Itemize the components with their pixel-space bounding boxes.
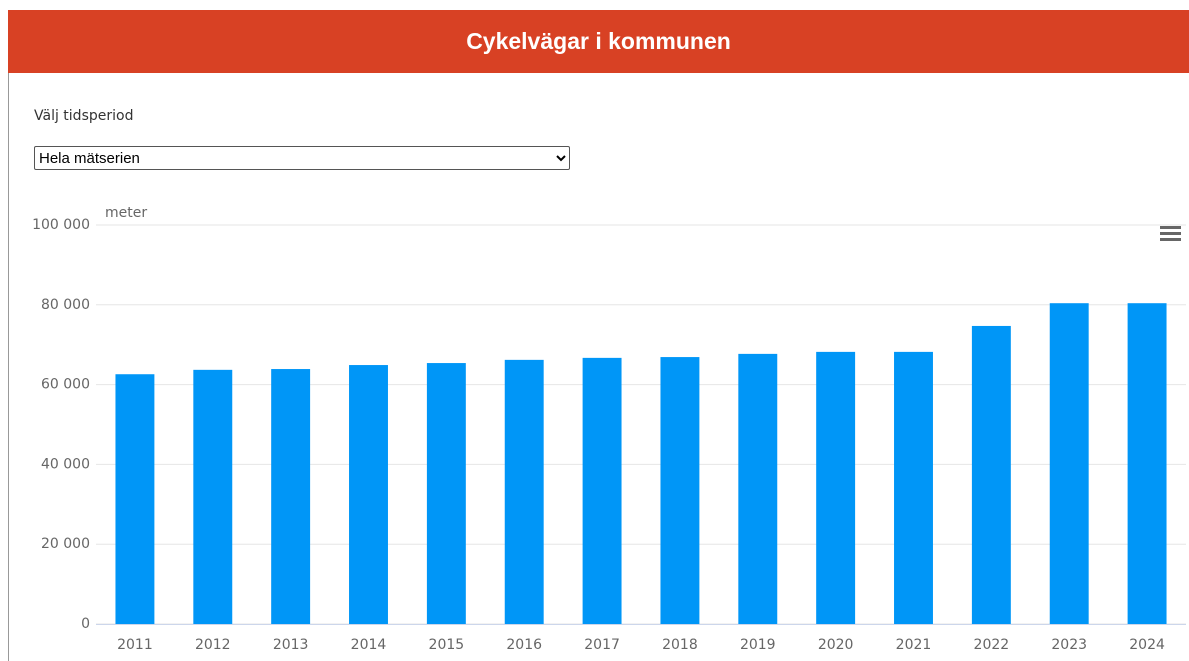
frame: [8, 10, 1189, 661]
x-tick-label: 2018: [662, 637, 698, 653]
bar: [115, 374, 155, 624]
y-tick-label: 0: [81, 616, 90, 632]
bar: [1127, 303, 1167, 624]
x-tick-label: 2013: [273, 637, 309, 653]
bar: [816, 351, 856, 624]
y-tick-label: 80 000: [41, 297, 90, 313]
bar: [894, 351, 933, 624]
bar: [193, 369, 233, 624]
x-tick-label: 2022: [974, 637, 1010, 653]
y-tick-label: 100 000: [32, 217, 90, 233]
x-tick-label: 2015: [429, 637, 465, 653]
x-tick-label: 2014: [351, 637, 387, 653]
bar: [1049, 303, 1089, 624]
x-tick-label: 2024: [1129, 637, 1165, 653]
x-tick-label: 2016: [506, 637, 542, 653]
bar: [349, 365, 388, 624]
period-select[interactable]: Hela mätserien: [34, 146, 570, 170]
y-tick-label: 20 000: [41, 536, 90, 552]
x-tick-label: 2012: [195, 637, 231, 653]
menu-bar: [1160, 232, 1181, 235]
bar: [738, 353, 778, 624]
menu-bar: [1160, 226, 1181, 229]
x-tick-label: 2023: [1051, 637, 1087, 653]
menu-bar: [1160, 238, 1181, 241]
bar: [660, 357, 700, 624]
menu-icon[interactable]: [1160, 226, 1181, 241]
bar: [271, 369, 311, 624]
bar: [426, 363, 466, 624]
bar: [504, 359, 544, 624]
bar: [582, 357, 622, 624]
y-tick-label: 60 000: [41, 377, 90, 393]
header-title: Cykelvägar i kommunen: [8, 10, 1189, 73]
x-tick-label: 2020: [818, 637, 854, 653]
x-tick-label: 2011: [117, 637, 153, 653]
x-tick-label: 2021: [896, 637, 932, 653]
selector-label: Välj tidsperiod: [34, 108, 134, 124]
y-axis-label: meter: [105, 205, 147, 221]
y-tick-label: 40 000: [41, 456, 90, 472]
chart: meter 0 20 000 40 000 60 000 80 000 100 000 20…: [32, 205, 1186, 653]
x-tick-label: 2019: [740, 637, 776, 653]
x-tick-label: 2017: [584, 637, 620, 653]
bar: [971, 325, 1011, 624]
